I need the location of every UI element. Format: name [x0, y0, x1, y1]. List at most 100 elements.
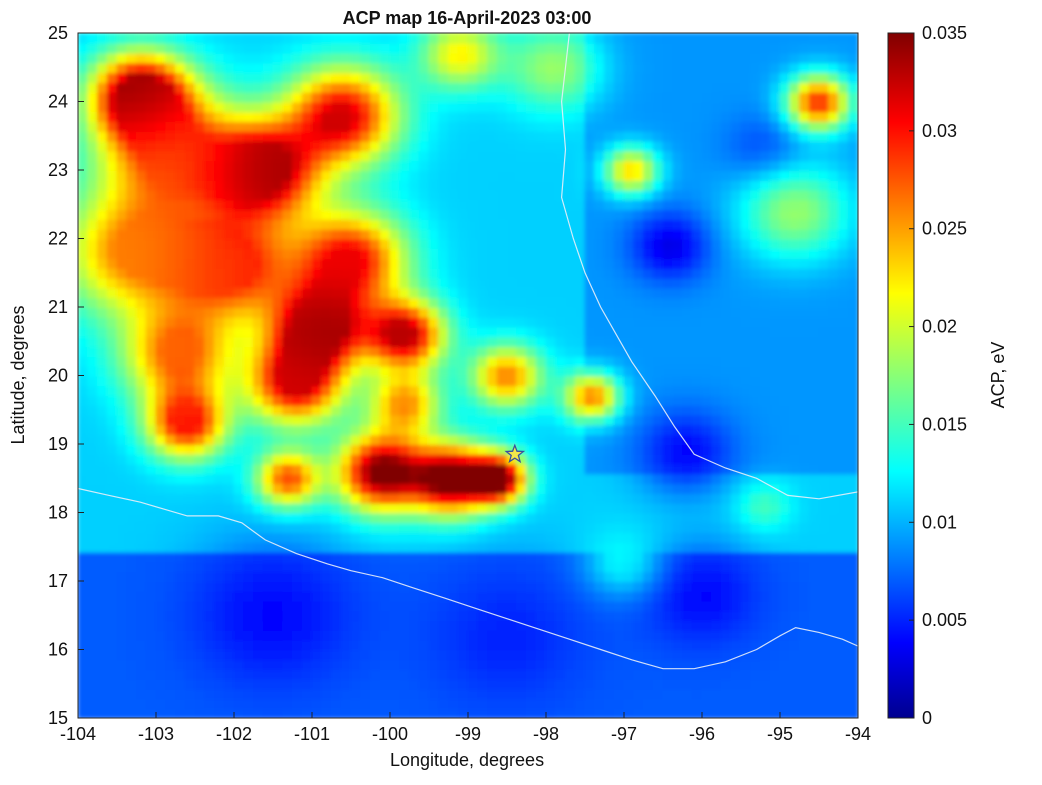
- heatmap-cell: [653, 130, 664, 141]
- heatmap-cell: [165, 561, 176, 572]
- heatmap-cell: [341, 121, 352, 132]
- heatmap-cell: [624, 365, 635, 376]
- heatmap-cell: [507, 414, 518, 425]
- heatmap-cell: [546, 33, 557, 44]
- heatmap-cell: [614, 620, 625, 631]
- heatmap-cell: [546, 385, 557, 396]
- heatmap-cell: [663, 669, 674, 680]
- heatmap-cell: [273, 424, 284, 435]
- heatmap-cell: [575, 561, 586, 572]
- heatmap-cell: [672, 629, 683, 640]
- heatmap-cell: [185, 581, 196, 592]
- heatmap-cell: [292, 218, 303, 229]
- heatmap-cell: [165, 33, 176, 44]
- heatmap-cell: [273, 228, 284, 239]
- heatmap-cell: [390, 42, 401, 53]
- heatmap-cell: [195, 160, 206, 171]
- heatmap-cell: [234, 581, 245, 592]
- heatmap-cell: [204, 365, 215, 376]
- heatmap-cell: [526, 297, 537, 308]
- heatmap-cell: [117, 179, 128, 190]
- heatmap-cell: [429, 473, 440, 484]
- heatmap-cell: [575, 160, 586, 171]
- heatmap-cell: [546, 91, 557, 102]
- heatmap-cell: [429, 639, 440, 650]
- heatmap-cell: [273, 600, 284, 611]
- heatmap-cell: [214, 473, 225, 484]
- heatmap-cell: [380, 218, 391, 229]
- heatmap-cell: [185, 326, 196, 337]
- heatmap-cell: [370, 483, 381, 494]
- heatmap-cell: [633, 561, 644, 572]
- heatmap-cell: [360, 610, 371, 621]
- heatmap-cell: [282, 277, 293, 288]
- heatmap-cell: [97, 287, 108, 298]
- heatmap-cell: [565, 33, 576, 44]
- heatmap-cell: [312, 541, 323, 552]
- heatmap-cell: [409, 121, 420, 132]
- heatmap-cell: [604, 669, 615, 680]
- heatmap-cell: [107, 708, 118, 719]
- heatmap-cell: [682, 52, 693, 63]
- heatmap-cell: [214, 629, 225, 640]
- heatmap-cell: [292, 659, 303, 670]
- heatmap-cell: [429, 395, 440, 406]
- heatmap-cell: [497, 629, 508, 640]
- heatmap-cell: [594, 218, 605, 229]
- heatmap-cell: [331, 72, 342, 83]
- heatmap-cell: [409, 199, 420, 210]
- heatmap-cell: [370, 33, 381, 44]
- heatmap-cell: [399, 355, 410, 366]
- heatmap-cell: [380, 610, 391, 621]
- heatmap-cell: [97, 228, 108, 239]
- heatmap-cell: [575, 346, 586, 357]
- heatmap-cell: [448, 492, 459, 503]
- heatmap-cell: [107, 179, 118, 190]
- heatmap-cell: [663, 688, 674, 699]
- heatmap-cell: [653, 33, 664, 44]
- heatmap-cell: [156, 101, 167, 112]
- heatmap-cell: [87, 600, 98, 611]
- heatmap-cell: [204, 170, 215, 181]
- heatmap-cell: [165, 610, 176, 621]
- heatmap-cell: [370, 395, 381, 406]
- heatmap-cell: [448, 346, 459, 357]
- heatmap-cell: [458, 678, 469, 689]
- heatmap-cell: [536, 649, 547, 660]
- heatmap-cell: [555, 444, 566, 455]
- heatmap-cell: [487, 189, 498, 200]
- heatmap-cell: [390, 649, 401, 660]
- heatmap-cell: [692, 62, 703, 73]
- heatmap-cell: [370, 639, 381, 650]
- heatmap-cell: [663, 307, 674, 318]
- heatmap-cell: [682, 277, 693, 288]
- heatmap-cell: [604, 473, 615, 484]
- heatmap-cell: [546, 209, 557, 220]
- heatmap-cell: [224, 590, 235, 601]
- heatmap-cell: [507, 688, 518, 699]
- heatmap-cell: [302, 708, 313, 719]
- heatmap-cell: [87, 365, 98, 376]
- heatmap-cell: [487, 179, 498, 190]
- heatmap-cell: [107, 375, 118, 386]
- heatmap-cell: [370, 541, 381, 552]
- heatmap-cell: [126, 659, 137, 670]
- heatmap-cell: [165, 62, 176, 73]
- heatmap-cell: [97, 522, 108, 533]
- heatmap-cell: [448, 199, 459, 210]
- heatmap-cell: [224, 424, 235, 435]
- heatmap-cell: [360, 522, 371, 533]
- heatmap-cell: [292, 199, 303, 210]
- heatmap-cell: [614, 91, 625, 102]
- heatmap-cell: [741, 72, 752, 83]
- heatmap-cell: [731, 111, 742, 122]
- heatmap-cell: [195, 316, 206, 327]
- heatmap-cell: [204, 121, 215, 132]
- heatmap-cell: [117, 453, 128, 464]
- heatmap-cell: [409, 444, 420, 455]
- heatmap-cell: [126, 502, 137, 513]
- heatmap-cell: [438, 248, 449, 259]
- heatmap-cell: [555, 483, 566, 494]
- heatmap-cell: [458, 404, 469, 415]
- heatmap-cell: [243, 218, 254, 229]
